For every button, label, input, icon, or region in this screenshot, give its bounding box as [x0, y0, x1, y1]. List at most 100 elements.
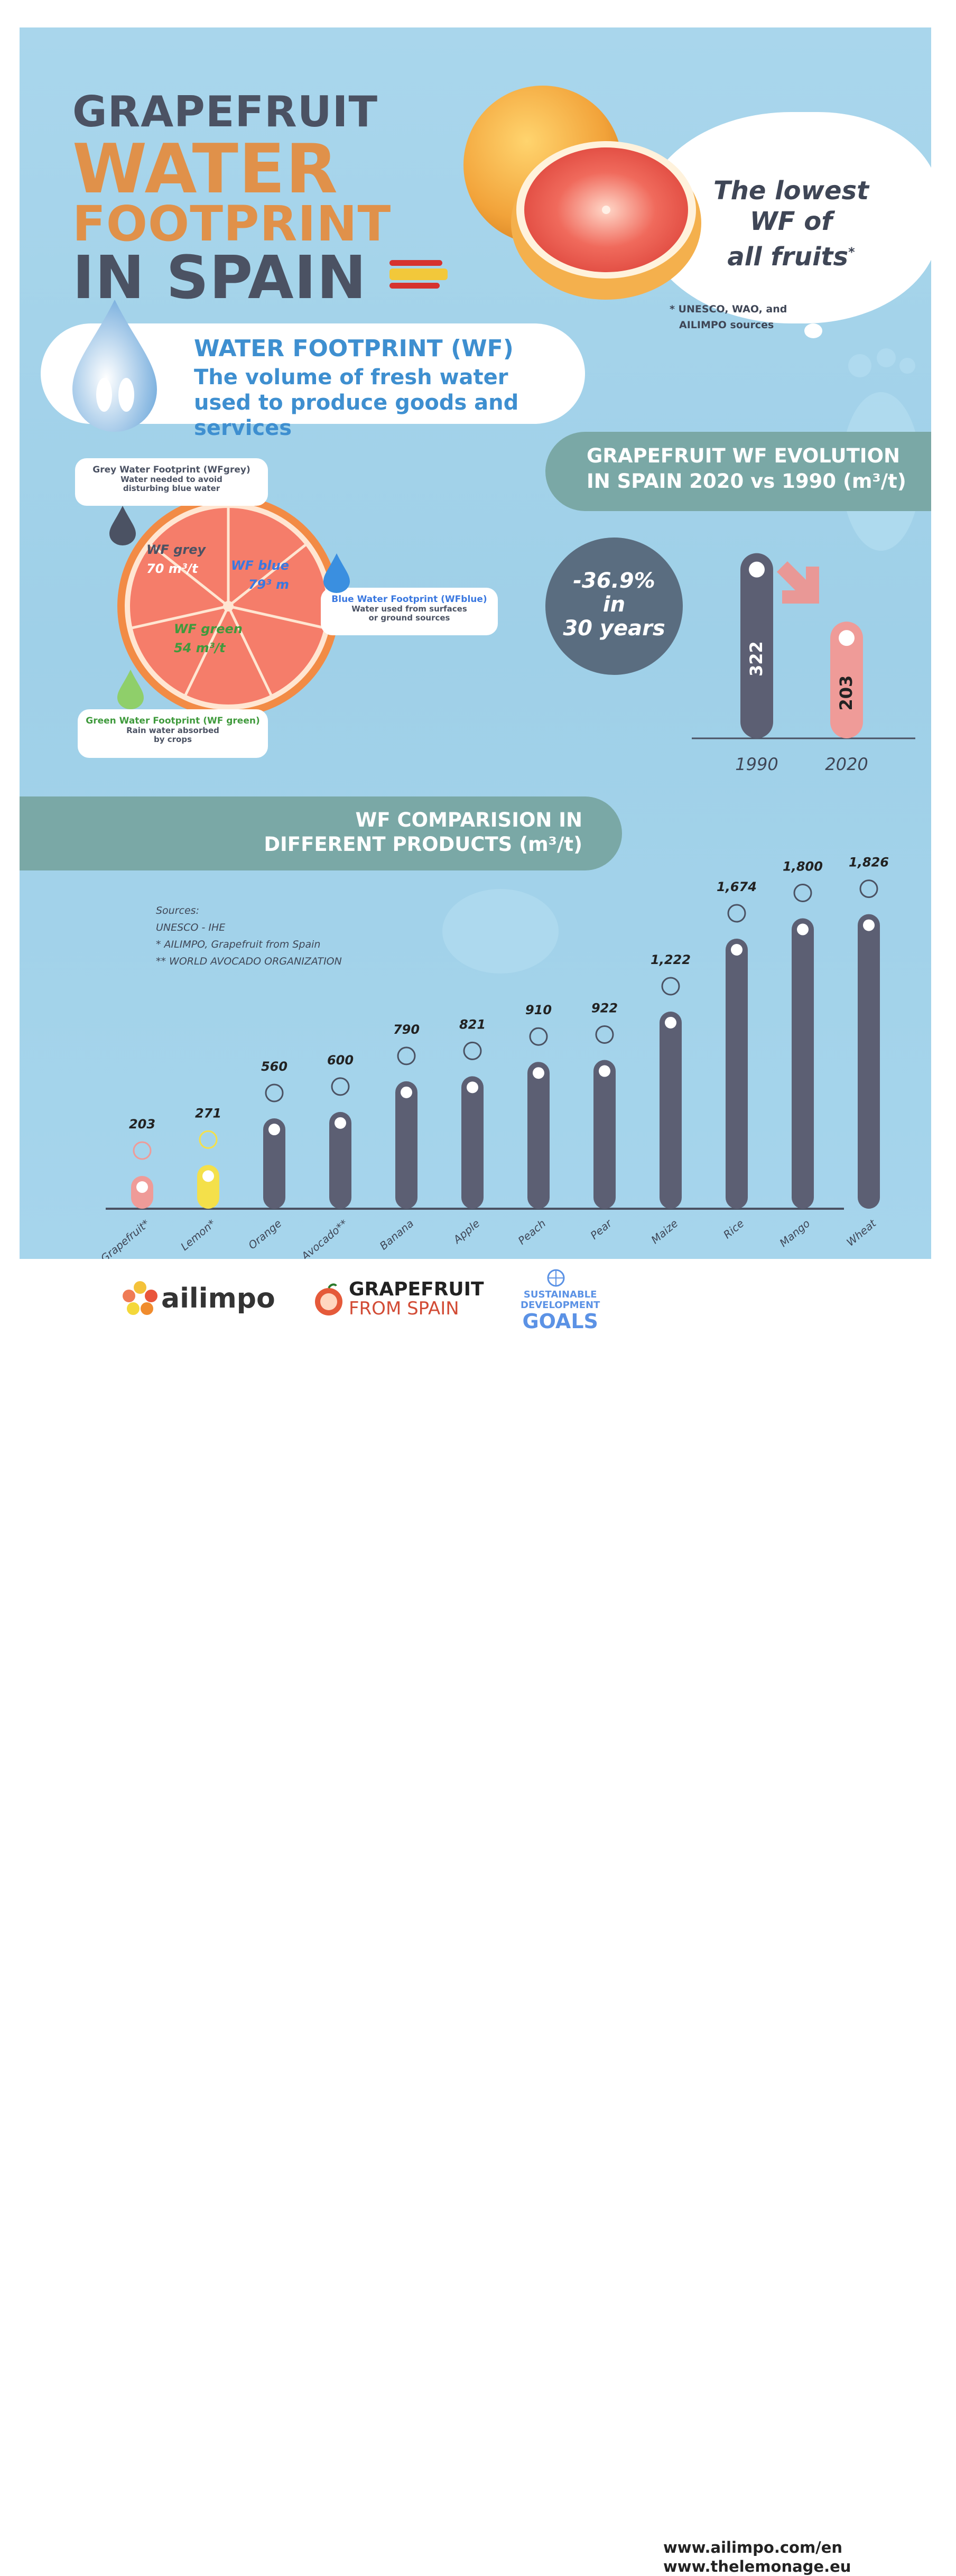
product-icon	[199, 1130, 218, 1149]
decline-badge: -36.9% in 30 years	[545, 538, 683, 675]
comparison-bar-dot	[797, 923, 809, 935]
comparison-bar-dot	[136, 1181, 148, 1193]
ailimpo-logo-icon	[123, 1281, 157, 1315]
evolution-year-label: 2020	[825, 754, 868, 774]
segment-blue: WF blue 79³ m	[231, 558, 289, 592]
cloud-dot	[804, 323, 822, 338]
comparison-bar	[858, 914, 880, 1209]
product-icon	[661, 977, 680, 996]
evolution-year-label: 1990	[735, 754, 778, 774]
comparison-value-label: 910	[525, 1003, 552, 1017]
source-2: * AILIMPO, Grapefruit from Spain	[156, 939, 321, 950]
comparison-category-label: Grapefruit*	[98, 1217, 152, 1259]
title-line-1: GRAPEFRUIT	[72, 87, 378, 136]
evolution-bar	[740, 553, 773, 738]
comparison-bar	[461, 1076, 484, 1209]
comparison-category-label: Lemon*	[178, 1217, 218, 1253]
comparison-bar	[660, 1011, 682, 1209]
comparison-bar-dot	[335, 1117, 346, 1129]
comparison-bar	[395, 1081, 417, 1209]
comparison-bar-dot	[268, 1124, 280, 1136]
comparison-category-label: Banana	[377, 1217, 416, 1252]
sources-label: Sources:	[156, 905, 199, 916]
comparison-category-label: Wheat	[844, 1217, 879, 1249]
comparison-bar-dot	[202, 1170, 214, 1182]
comparison-bar-dot	[599, 1065, 610, 1077]
source-3: ** WORLD AVOCADO ORGANIZATION	[156, 956, 342, 967]
evolution-bar	[830, 622, 863, 738]
title-line-4: IN SPAIN	[72, 244, 367, 312]
comparison-value-label: 821	[459, 1017, 486, 1032]
product-icon	[529, 1027, 548, 1046]
product-icon	[397, 1046, 416, 1065]
comparison-banner: WF COMPARISION IN DIFFERENT PRODUCTS (m³…	[20, 796, 622, 870]
definition-text: The volume of fresh water used to produc…	[194, 365, 519, 440]
comparison-bar	[329, 1111, 351, 1209]
comparison-category-label: Peach	[516, 1217, 549, 1247]
evolution-value-label: 203	[836, 675, 856, 711]
comparison-bar	[726, 938, 748, 1209]
comparison-bar-dot	[401, 1086, 412, 1098]
grapefruit-slice-wheel	[117, 495, 339, 717]
comparison-value-label: 1,222	[651, 952, 691, 967]
comparison-category-label: Orange	[246, 1217, 284, 1252]
product-icon	[595, 1025, 614, 1044]
comparison-value-label: 600	[327, 1053, 354, 1068]
footer-urls: www.ailimpo.com/en www.thelemonage.eu	[663, 2538, 851, 2576]
cloud-dot	[828, 297, 856, 319]
title-line-2: WATER	[72, 130, 338, 209]
comparison-bar	[593, 1060, 616, 1209]
comparison-category-label: Avocado**	[298, 1217, 350, 1259]
comparison-bar-dot	[863, 919, 875, 931]
comparison-value-label: 922	[591, 1001, 618, 1016]
footprint-decoration-icon	[442, 889, 559, 974]
comparison-bar	[263, 1118, 285, 1209]
definition-heading: WATER FOOTPRINT (WF)	[194, 335, 514, 362]
comparison-value-label: 1,826	[849, 855, 889, 870]
comparison-value-label: 1,800	[783, 859, 823, 874]
footer-url-lemonage[interactable]: www.thelemonage.eu	[663, 2558, 851, 2575]
infographic-poster: GRAPEFRUIT WATER FOOTPRINT IN SPAIN The …	[20, 27, 931, 1259]
comparison-heading: WF COMPARISION IN DIFFERENT PRODUCTS (m³…	[264, 809, 582, 856]
comparison-category-label: Pear	[588, 1216, 615, 1241]
evolution-value-label: 322	[746, 641, 766, 677]
ailimpo-logo-text: ailimpo	[161, 1283, 275, 1314]
grapefruit-logo-icon	[315, 1283, 342, 1315]
sdg-logo: SUSTAINABLE DEVELOPMENT GOALS	[521, 1289, 600, 1333]
comparison-bar-dot	[533, 1067, 544, 1079]
un-emblem-icon	[547, 1269, 565, 1287]
comparison-bar	[527, 1062, 550, 1209]
comparison-value-label: 790	[393, 1022, 420, 1037]
water-drop-footprint-icon	[72, 300, 157, 432]
comparison-category-label: Apple	[450, 1217, 482, 1246]
product-icon	[133, 1141, 152, 1160]
comparison-bar-dot	[467, 1081, 478, 1094]
cloud-dot	[865, 265, 897, 291]
comparison-value-label: 1,674	[717, 879, 757, 894]
footer: ailimpo GRAPEFRUIT FROM SPAIN SUSTAINABL…	[0, 1259, 956, 2575]
product-icon	[463, 1041, 482, 1060]
evolution-bar-dot	[839, 630, 855, 646]
sources-footnote: * UNESCO, WAO, and AILIMPO sources	[670, 303, 787, 331]
product-icon	[265, 1083, 284, 1102]
comparison-chart: 203 Grapefruit* 271 Lemon* 560 Orange 600 Avoca…	[98, 855, 889, 1259]
comparison-bar-dot	[665, 1016, 676, 1028]
spain-flag-icon	[389, 260, 448, 291]
callout-grey: Grey Water Footprint (WFgrey) Water need…	[75, 458, 268, 506]
evolution-heading: GRAPEFRUIT WF EVOLUTION IN SPAIN 2020 vs…	[587, 444, 906, 493]
blue-drop-icon	[323, 553, 350, 593]
comparison-value-label: 203	[129, 1117, 155, 1132]
product-icon	[859, 879, 878, 898]
segment-green: WF green 54 m³/t	[174, 622, 243, 655]
evolution-bar-dot	[749, 561, 765, 578]
grey-drop-icon	[109, 506, 136, 545]
product-icon	[727, 904, 746, 923]
comparison-category-label: Rice	[721, 1217, 746, 1241]
title-line-3: FOOTPRINT	[72, 196, 392, 252]
comparison-bar	[792, 918, 814, 1209]
grapefruit-illustration-icon	[463, 86, 701, 300]
product-icon	[331, 1077, 350, 1096]
comparison-value-label: 271	[195, 1106, 221, 1120]
footer-url-ailimpo[interactable]: www.ailimpo.com/en	[663, 2538, 843, 2556]
callout-blue: Blue Water Footprint (WFblue) Water used…	[321, 588, 498, 635]
